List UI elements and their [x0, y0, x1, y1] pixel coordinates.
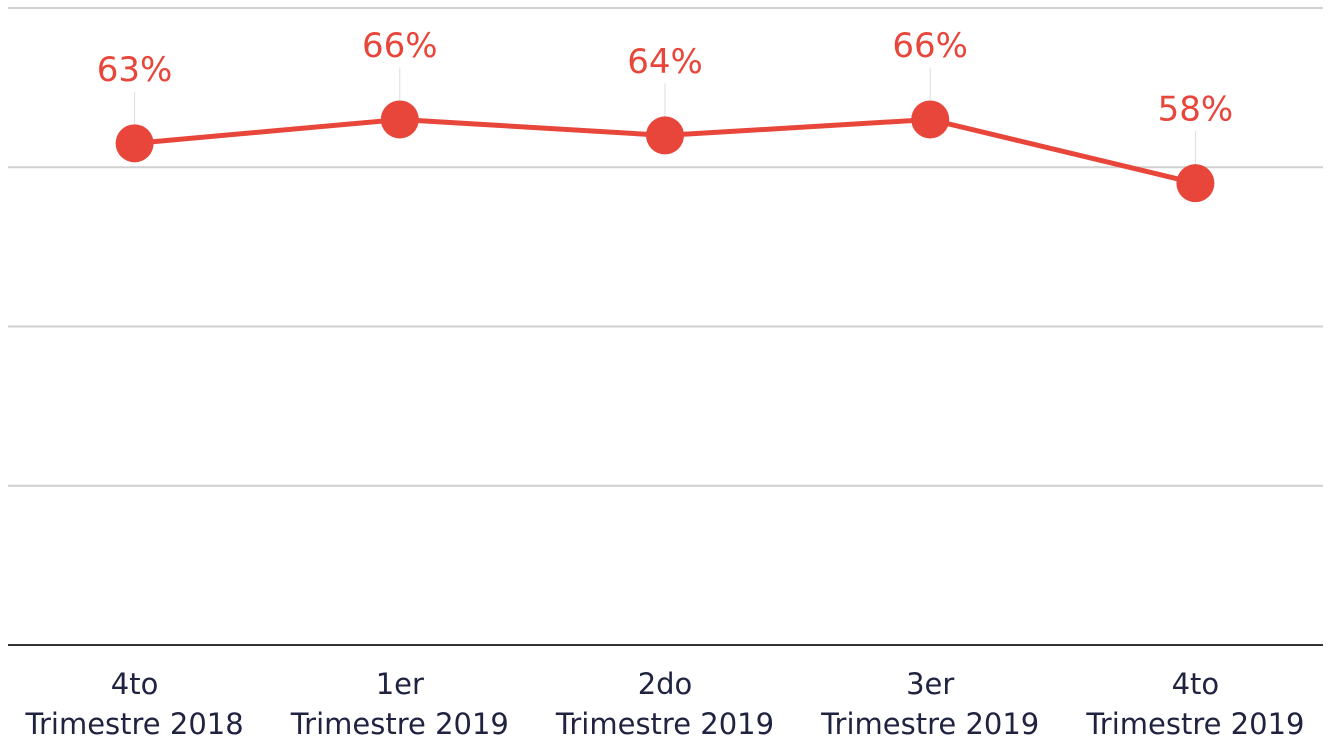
x-tick-label: 1er	[376, 667, 424, 701]
x-tick-label: Trimestre 2019	[555, 707, 774, 741]
x-tick-label: Trimestre 2019	[1085, 707, 1304, 741]
x-tick-label: 2do	[638, 667, 693, 701]
x-tick-label: 4to	[1172, 667, 1220, 701]
marker	[911, 100, 950, 139]
x-tick-label: 4to	[111, 667, 159, 701]
x-tick-label: 3er	[906, 667, 954, 701]
data-label: 66%	[892, 26, 968, 66]
marker	[115, 124, 154, 163]
data-label: 66%	[362, 26, 438, 66]
marker	[1176, 164, 1215, 203]
data-label: 63%	[97, 50, 173, 90]
marker	[646, 116, 684, 155]
x-tick-label: Trimestre 2018	[25, 707, 244, 741]
data-label: 64%	[627, 42, 703, 82]
x-tick-label: Trimestre 2019	[820, 707, 1039, 741]
data-label: 58%	[1158, 90, 1234, 130]
x-tick-label: Trimestre 2019	[290, 707, 509, 741]
marker	[380, 100, 419, 139]
